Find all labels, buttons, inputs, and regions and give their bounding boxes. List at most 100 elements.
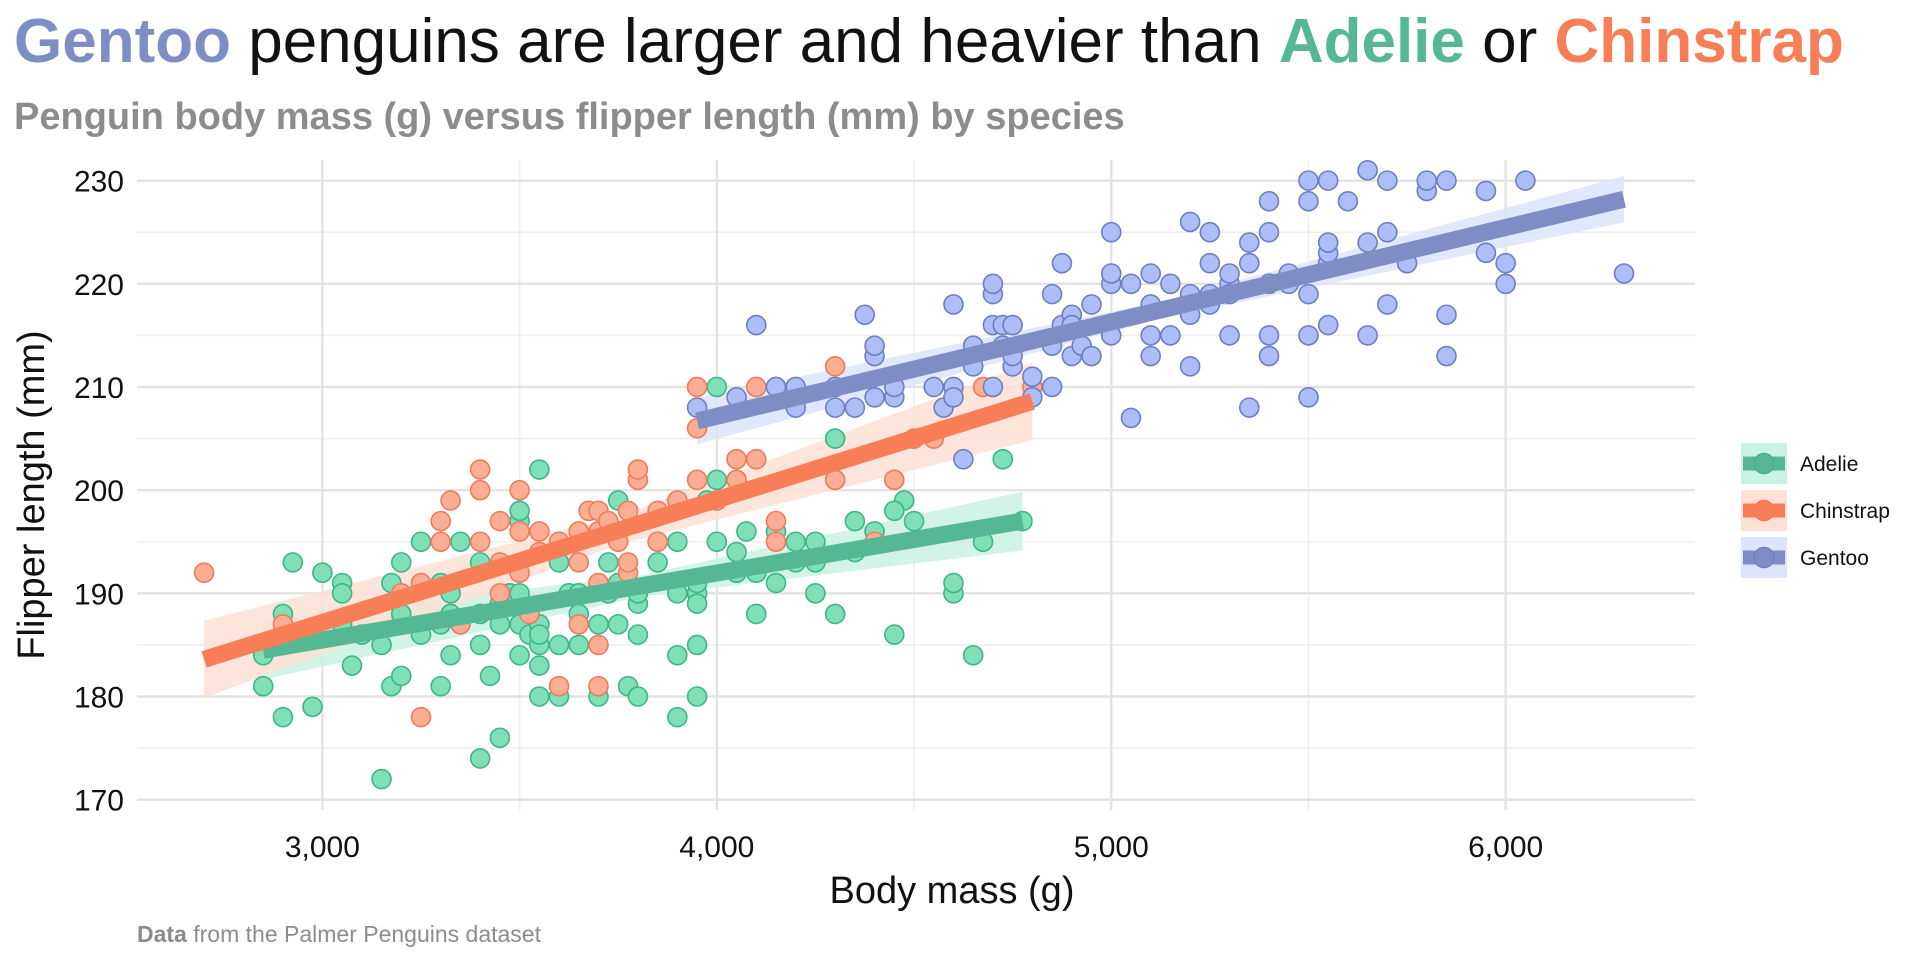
chinstrap-point [824, 356, 846, 377]
legend-dot-adelie [1753, 452, 1775, 475]
gentoo-point [1495, 273, 1516, 295]
gentoo-point [864, 335, 885, 357]
data-caption: Data from the Palmer Penguins dataset [137, 921, 541, 948]
legend-dot-chinstrap [1753, 499, 1775, 522]
x-axis-title: Body mass (g) [830, 870, 1075, 912]
adelie-point [469, 748, 491, 769]
title-chinstrap: Chinstrap [1554, 7, 1844, 76]
gentoo-point [1160, 325, 1181, 346]
adelie-point [805, 583, 826, 604]
chinstrap-point [745, 376, 767, 398]
gentoo-point [1298, 190, 1319, 212]
gentoo-point [1436, 304, 1457, 326]
chinstrap-point [588, 675, 609, 697]
caption-text: from the Palmer Penguins dataset [186, 921, 541, 947]
chinstrap-point [765, 510, 787, 532]
chinstrap-point [568, 552, 590, 573]
adelie-point [450, 531, 471, 553]
gentoo-point [1495, 252, 1516, 274]
gentoo-point [1475, 242, 1497, 264]
adelie-point [943, 572, 964, 594]
adelie-trend-line [261, 512, 1024, 659]
adelie-point [667, 531, 688, 553]
adelie-point [844, 510, 866, 532]
gentoo-point [1436, 345, 1457, 367]
chinstrap-point [647, 531, 668, 553]
gridlines [137, 160, 1695, 810]
gentoo-point [1081, 294, 1102, 315]
gentoo-point [1238, 397, 1260, 418]
gentoo-point [1298, 387, 1319, 408]
gentoo-point [1613, 263, 1635, 284]
adelie-point [568, 634, 590, 656]
gentoo-point [854, 304, 876, 326]
gentoo-point [1436, 170, 1457, 191]
chinstrap-point [193, 562, 215, 583]
adelie-point [884, 500, 905, 522]
gentoo-point [1357, 160, 1378, 181]
adelie-point [588, 613, 609, 635]
gentoo-point [1258, 190, 1280, 212]
adelie-point [509, 644, 530, 666]
gentoo-point [1258, 345, 1280, 367]
gentoo-point [824, 397, 846, 418]
chinstrap-point [469, 479, 491, 501]
chinstrap-point [568, 613, 590, 635]
adelie-point [410, 531, 432, 553]
chinstrap-point [430, 531, 452, 553]
adelie-point [331, 583, 353, 604]
y-axis-title: Flipper length (mm) [11, 330, 53, 659]
chinstrap-point [410, 706, 432, 728]
adelie-point [479, 665, 501, 687]
y-tick-label: 190 [74, 578, 124, 611]
title-adelie: Adelie [1278, 7, 1465, 76]
adelie-point [884, 624, 905, 645]
adelie-point [509, 500, 530, 522]
adelie-point [647, 552, 668, 573]
gentoo-point [943, 387, 964, 408]
adelie-point [667, 644, 688, 666]
gentoo-point [1416, 170, 1438, 191]
gentoo-point [1140, 263, 1161, 284]
gentoo-point [1120, 273, 1142, 295]
adelie-point [706, 469, 728, 491]
gentoo-point [1199, 221, 1221, 243]
adelie-point [312, 562, 333, 583]
gentoo-point [1357, 325, 1378, 346]
adelie-point [824, 603, 846, 625]
chinstrap-point [430, 510, 452, 532]
title-middle: penguins are larger and heavier than [230, 7, 1279, 76]
y-tick-label: 180 [74, 682, 124, 715]
chinstrap-point [686, 469, 708, 491]
chinstrap-point [529, 521, 550, 542]
adelie-point [686, 593, 708, 614]
adelie-point [430, 675, 452, 697]
gentoo-point [982, 376, 1004, 398]
legend-dot-gentoo [1753, 546, 1775, 569]
gentoo-point [1377, 221, 1398, 243]
y-tick-label: 170 [74, 785, 124, 818]
x-tick-label: 6,000 [1468, 831, 1543, 864]
axes: 3,000 4,000 5,000 6,000 170 180 190 200 210 220 23… [11, 166, 1543, 912]
adelie-point [598, 552, 619, 573]
gentoo-point [1298, 283, 1319, 305]
title-or: or [1464, 7, 1555, 76]
gentoo-point [1317, 170, 1339, 191]
chart-subtitle: Penguin body mass (g) versus flipper len… [14, 96, 1125, 138]
adelie-point [469, 634, 491, 656]
adelie-point [529, 624, 550, 645]
adelie-point [529, 459, 550, 480]
gentoo-point [1258, 221, 1280, 243]
gentoo-point [1140, 325, 1161, 346]
chinstrap-point [509, 521, 530, 542]
x-tick-label: 4,000 [679, 831, 754, 864]
gentoo-point [1377, 294, 1398, 315]
y-tick-label: 200 [74, 475, 124, 508]
adelie-point [529, 655, 550, 676]
gentoo-point [1022, 366, 1043, 387]
gentoo-point [943, 294, 964, 315]
gentoo-point [1179, 356, 1201, 377]
gentoo-point [1317, 232, 1339, 253]
gentoo-point [1238, 252, 1260, 274]
